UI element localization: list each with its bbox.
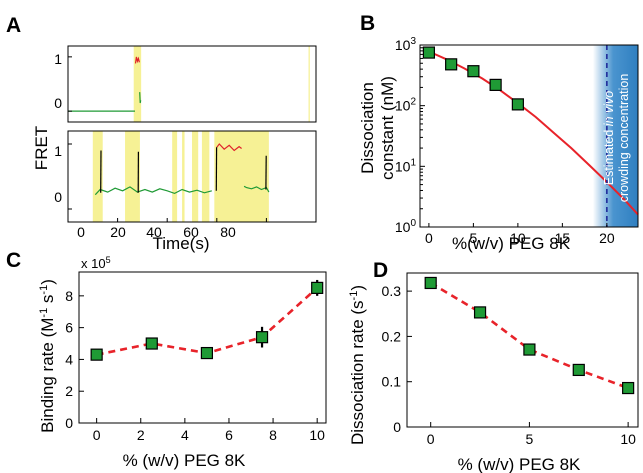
y-tick-label: 0.3 bbox=[382, 283, 402, 299]
x-tick-label: 6 bbox=[225, 427, 233, 443]
y-tick-label: 0.2 bbox=[382, 328, 402, 344]
x-tick-label: 0 bbox=[93, 427, 101, 443]
d-x-axis-label: % (w/v) PEG 8K bbox=[458, 455, 581, 473]
fret-trace-red bbox=[134, 56, 140, 64]
y-tick-label: 4 bbox=[65, 351, 73, 367]
y-tick-label: 0.1 bbox=[382, 374, 402, 390]
y-tick-label: 8 bbox=[65, 288, 73, 304]
b-vivo-annotation-line2: crowding concentration bbox=[617, 74, 631, 203]
axes-frame bbox=[78, 271, 327, 424]
b-y-axis-label-line2: constant (nM) bbox=[378, 76, 397, 180]
c-multiplier: x 105 bbox=[81, 255, 111, 271]
a-xtick-20: 20 bbox=[110, 224, 126, 240]
axes-frame bbox=[67, 45, 317, 123]
data-point bbox=[473, 306, 487, 319]
x-tick-label: 20 bbox=[599, 230, 615, 246]
a-bottom-ytick-0: 0 bbox=[54, 189, 62, 205]
highlight-interval bbox=[214, 131, 269, 222]
highlight-interval bbox=[192, 131, 199, 222]
x-tick-label: 8 bbox=[269, 427, 277, 443]
data-point bbox=[489, 78, 502, 91]
y-tick-label: 101 bbox=[395, 157, 417, 174]
b-y-axis-label-line1: Dissociation bbox=[358, 82, 377, 174]
panel-label-a: A bbox=[6, 14, 21, 37]
highlight-interval bbox=[308, 46, 310, 122]
x-tick-label: 15 bbox=[555, 230, 571, 246]
a-x-axis-label: Time(s) bbox=[153, 234, 210, 253]
a-xtick-0: 0 bbox=[77, 224, 85, 240]
x-tick-label: 5 bbox=[526, 431, 534, 447]
a-bottom-ytick-1: 1 bbox=[54, 143, 62, 159]
data-point bbox=[572, 363, 585, 377]
fret-trace-green bbox=[139, 92, 142, 104]
panel-d-chart: Dissociation rate (s-1) % (w/v) PEG 8K 0… bbox=[348, 272, 639, 473]
axes-frame bbox=[419, 44, 639, 228]
b-vivo-annotation-line1: Estimated in vivo bbox=[602, 91, 616, 186]
panel-label-b: B bbox=[360, 12, 375, 35]
a-y-axis-label: FRET bbox=[32, 126, 51, 170]
data-point bbox=[511, 98, 524, 111]
panel-c-chart: x 105 Binding rate (M-1 s-1) % (w/v) PEG… bbox=[38, 255, 327, 470]
a-xtick-60: 60 bbox=[183, 224, 199, 240]
x-tick-label: 10 bbox=[510, 230, 526, 246]
y-tick-label: 6 bbox=[65, 320, 73, 336]
data-point bbox=[90, 348, 103, 361]
fret-trace-green bbox=[94, 186, 212, 196]
data-point bbox=[467, 65, 480, 78]
highlight-interval bbox=[182, 131, 185, 222]
c-y-axis-label: Binding rate (M-1 s-1) bbox=[38, 279, 57, 433]
fret-trace-bottom bbox=[67, 130, 317, 223]
dashed-trend-line bbox=[96, 286, 319, 356]
axes-frame bbox=[67, 130, 317, 223]
y-tick-label: 103 bbox=[395, 36, 417, 53]
data-point bbox=[422, 46, 435, 59]
x-tick-label: 10 bbox=[620, 431, 636, 447]
b-x-axis-label: %(w/v) PEG 8K bbox=[452, 234, 571, 253]
x-tick-label: 0 bbox=[425, 230, 433, 246]
y-tick-label: 0 bbox=[393, 419, 401, 435]
data-point bbox=[622, 381, 635, 395]
y-tick-label: 0 bbox=[65, 415, 73, 431]
panel-label-d: D bbox=[373, 259, 388, 282]
data-point bbox=[145, 337, 158, 350]
y-tick-label: 102 bbox=[395, 97, 417, 114]
panel-label-c: C bbox=[6, 249, 21, 272]
c-x-axis-label: % (w/v) PEG 8K bbox=[123, 451, 246, 470]
data-point bbox=[523, 343, 536, 356]
in-vivo-region bbox=[592, 45, 638, 227]
data-point bbox=[445, 58, 458, 71]
fret-trace-red bbox=[216, 143, 242, 152]
x-tick-label: 0 bbox=[427, 431, 435, 447]
d-y-axis-label: Dissociation rate (s-1) bbox=[348, 285, 367, 445]
a-top-ytick-1: 1 bbox=[54, 51, 62, 67]
panel-b-chart: Dissociation constant (nM) %(w/v) PEG 8K… bbox=[358, 36, 639, 253]
highlight-interval bbox=[201, 131, 210, 222]
y-tick-label: 2 bbox=[65, 383, 73, 399]
highlight-interval bbox=[133, 46, 142, 122]
fret-trace-top bbox=[67, 45, 317, 123]
data-point bbox=[311, 281, 324, 294]
x-tick-label: 5 bbox=[469, 230, 477, 246]
x-tick-label: 4 bbox=[181, 427, 189, 443]
dashed-trend-line bbox=[430, 281, 629, 390]
highlight-interval bbox=[125, 131, 140, 222]
x-tick-label: 2 bbox=[137, 427, 145, 443]
data-point bbox=[255, 331, 269, 344]
a-xtick-40: 40 bbox=[146, 224, 162, 240]
data-point bbox=[200, 346, 214, 360]
data-point bbox=[424, 276, 437, 290]
highlight-interval bbox=[172, 131, 178, 222]
x-tick-label: 10 bbox=[309, 427, 325, 443]
panel-a: FRET Time(s) 1 0 1 0 0 20 40 60 80 bbox=[32, 45, 317, 253]
a-top-ytick-0: 0 bbox=[54, 95, 62, 111]
highlight-interval bbox=[92, 131, 103, 222]
y-tick-label: 100 bbox=[395, 218, 417, 235]
a-xtick-80: 80 bbox=[220, 224, 236, 240]
axes-frame bbox=[406, 272, 639, 428]
